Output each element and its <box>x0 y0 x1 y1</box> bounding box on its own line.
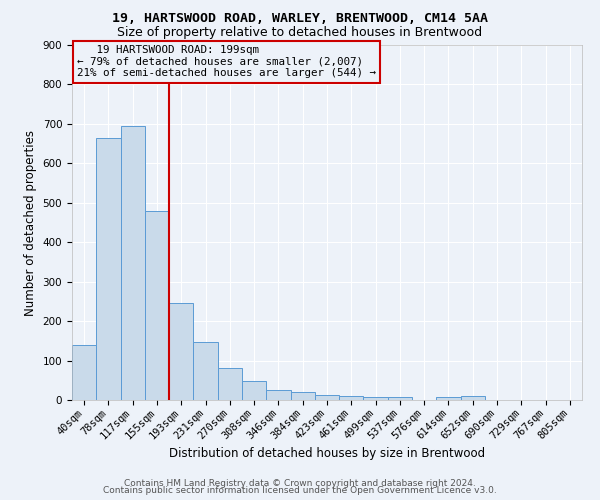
Text: Contains public sector information licensed under the Open Government Licence v3: Contains public sector information licen… <box>103 486 497 495</box>
Bar <box>315 396 339 400</box>
Text: Size of property relative to detached houses in Brentwood: Size of property relative to detached ho… <box>118 26 482 39</box>
Bar <box>121 126 145 400</box>
Bar <box>193 342 218 400</box>
Bar <box>388 397 412 400</box>
Text: 19, HARTSWOOD ROAD, WARLEY, BRENTWOOD, CM14 5AA: 19, HARTSWOOD ROAD, WARLEY, BRENTWOOD, C… <box>112 12 488 26</box>
Text: Contains HM Land Registry data © Crown copyright and database right 2024.: Contains HM Land Registry data © Crown c… <box>124 478 476 488</box>
Bar <box>266 390 290 400</box>
Bar <box>169 304 193 400</box>
Bar <box>339 396 364 400</box>
Bar <box>461 396 485 400</box>
Bar <box>96 138 121 400</box>
Bar <box>436 397 461 400</box>
Bar <box>364 397 388 400</box>
Y-axis label: Number of detached properties: Number of detached properties <box>24 130 37 316</box>
Bar <box>290 392 315 400</box>
Bar <box>242 381 266 400</box>
Bar <box>145 210 169 400</box>
X-axis label: Distribution of detached houses by size in Brentwood: Distribution of detached houses by size … <box>169 447 485 460</box>
Bar <box>218 368 242 400</box>
Bar <box>72 345 96 400</box>
Text: 19 HARTSWOOD ROAD: 199sqm
← 79% of detached houses are smaller (2,007)
21% of se: 19 HARTSWOOD ROAD: 199sqm ← 79% of detac… <box>77 45 376 78</box>
